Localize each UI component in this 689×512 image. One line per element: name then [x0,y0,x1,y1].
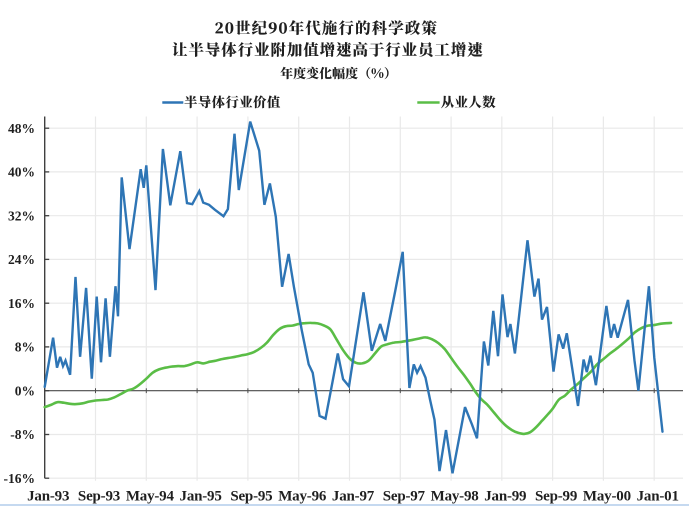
svg-text:May-96: May-96 [278,489,327,505]
svg-text:32%: 32% [8,208,35,223]
svg-text:Sep-99: Sep-99 [535,489,577,505]
svg-text:-16%: -16% [4,471,36,486]
svg-text:Sep-97: Sep-97 [383,489,426,505]
svg-text:Sep-95: Sep-95 [230,489,272,505]
svg-text:48%: 48% [8,121,35,136]
svg-text:May-00: May-00 [583,489,631,505]
svg-text:Sep-93: Sep-93 [78,489,120,505]
svg-text:Jan-99: Jan-99 [484,489,526,505]
svg-text:24%: 24% [8,252,35,267]
svg-text:40%: 40% [8,165,35,180]
svg-text:May-94: May-94 [126,489,175,505]
svg-text:Jan-97: Jan-97 [332,489,375,505]
svg-text:16%: 16% [8,296,35,311]
svg-text:Jan-93: Jan-93 [27,489,69,505]
svg-text:May-98: May-98 [431,489,479,505]
svg-text:8%: 8% [15,340,35,355]
svg-text:Jan-01: Jan-01 [637,489,679,505]
svg-text:-8%: -8% [10,427,35,442]
svg-text:Jan-95: Jan-95 [180,489,222,505]
svg-text:0%: 0% [15,383,35,398]
